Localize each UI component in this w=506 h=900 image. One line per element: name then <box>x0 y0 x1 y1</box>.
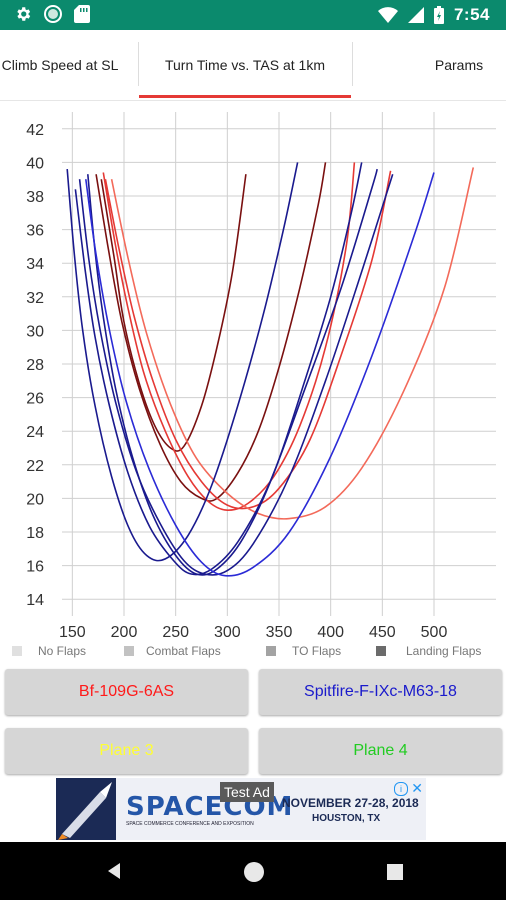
tab-label: Climb Speed at SL <box>1 57 119 73</box>
y-tick-label: 26 <box>26 391 44 408</box>
home-icon[interactable] <box>242 860 266 889</box>
legend-label: Landing Flaps <box>406 644 482 658</box>
x-tick-label: 150 <box>59 624 86 640</box>
x-tick-label: 300 <box>214 624 241 640</box>
rocket-icon <box>56 778 116 840</box>
chart-svg: 14 16 18 20 22 24 26 28 30 32 34 36 38 40 42 150 200 250 3… <box>26 112 496 641</box>
ad-tagline: SPACE COMMERCE CONFERENCE AND EXPOSITION <box>126 821 254 827</box>
series-line-4 <box>104 170 392 510</box>
tab-turn-time[interactable]: Turn Time vs. TAS at 1km <box>138 30 352 100</box>
legend-label: TO Flaps <box>292 644 342 658</box>
x-tick-label: 450 <box>369 624 396 640</box>
y-tick-label: 16 <box>26 559 44 576</box>
legend-item-to-flaps: TO Flaps <box>266 644 341 658</box>
status-bar: 7:54 <box>0 0 506 30</box>
battery-icon <box>433 6 444 24</box>
y-tick-label: 28 <box>26 357 44 374</box>
plane-3-label: Plane 3 <box>99 742 154 759</box>
plane-4-button[interactable]: Plane 4 <box>259 728 502 774</box>
y-tick-label: 24 <box>26 424 44 441</box>
legend-swatch <box>124 646 134 656</box>
tab-divider <box>352 42 353 86</box>
signal-icon <box>407 7 424 23</box>
tab-bar: Climb Speed at SL Turn Time vs. TAS at 1… <box>0 30 506 101</box>
recents-icon[interactable] <box>386 863 404 886</box>
x-tick-label: 250 <box>162 624 189 640</box>
legend-label: No Flaps <box>38 644 87 658</box>
legend-item-landing-flaps: Landing Flaps <box>376 644 481 658</box>
gear-icon <box>14 5 32 23</box>
tab-params[interactable]: Params <box>412 30 506 100</box>
back-icon[interactable] <box>104 861 124 886</box>
plane-1-button[interactable]: Bf-109G-6AS <box>5 669 248 715</box>
y-tick-label: 18 <box>26 525 44 542</box>
legend-item-no-flaps: No Flaps <box>12 644 86 658</box>
x-tick-label: 200 <box>111 624 138 640</box>
y-tick-label: 42 <box>26 122 44 139</box>
series-line-5 <box>110 167 475 520</box>
series-line-2 <box>95 162 327 502</box>
series-line-9 <box>78 173 394 576</box>
navigation-bar <box>0 842 506 900</box>
y-tick-label: 14 <box>26 592 44 609</box>
legend-swatch <box>12 646 22 656</box>
y-tick-label: 32 <box>26 290 44 307</box>
tab-label: Turn Time vs. TAS at 1km <box>164 57 325 73</box>
legend-item-combat-flaps: Combat Flaps <box>124 644 221 658</box>
y-tick-label: 36 <box>26 223 44 240</box>
turn-time-chart: 14 16 18 20 22 24 26 28 30 32 34 36 38 40 42 150 200 250 3… <box>0 100 506 641</box>
ad-info-icon[interactable]: i <box>394 782 408 796</box>
chart-legend: No Flaps Combat Flaps TO Flaps Landing F… <box>0 644 506 664</box>
tab-climb-speed[interactable]: Climb Speed at SL <box>0 30 130 100</box>
plane-1-label: Bf-109G-6AS <box>78 683 175 700</box>
series-line-1 <box>100 174 247 452</box>
plane-2-button[interactable]: Spitfire-F-IXc-M63-18 <box>259 669 502 715</box>
plane-2-label: Spitfire-F-IXc-M63-18 <box>304 683 457 700</box>
y-tick-label: 38 <box>26 189 44 206</box>
legend-swatch <box>376 646 386 656</box>
series-line-10 <box>85 172 435 577</box>
ad-label: Test Ad <box>220 782 274 802</box>
legend-label: Combat Flaps <box>146 644 221 658</box>
y-tick-label: 40 <box>26 155 44 172</box>
x-tick-label: 350 <box>266 624 293 640</box>
series-line-3 <box>102 162 356 512</box>
tab-divider <box>138 42 139 86</box>
x-tick-label: 500 <box>421 624 448 640</box>
y-tick-label: 20 <box>26 491 44 508</box>
series-line-7 <box>87 162 363 576</box>
ad-dates: NOVEMBER 27-28, 2018 <box>282 796 419 810</box>
plane-3-button[interactable]: Plane 3 <box>5 728 248 774</box>
y-tick-label: 22 <box>26 458 44 475</box>
x-tick-label: 400 <box>317 624 344 640</box>
sd-card-icon <box>74 5 90 23</box>
y-tick-label: 34 <box>26 256 44 273</box>
series-line-8 <box>74 168 378 576</box>
series-line-6 <box>66 162 299 562</box>
status-time: 7:54 <box>453 5 490 24</box>
circle-icon <box>44 5 62 23</box>
tab-label: Params <box>434 57 484 73</box>
legend-swatch <box>266 646 276 656</box>
wifi-icon <box>377 7 398 23</box>
ad-close-icon[interactable]: ✕ <box>411 780 423 796</box>
y-tick-label: 30 <box>26 323 44 340</box>
plane-4-label: Plane 4 <box>353 742 408 759</box>
ad-location: HOUSTON, TX <box>312 813 381 824</box>
